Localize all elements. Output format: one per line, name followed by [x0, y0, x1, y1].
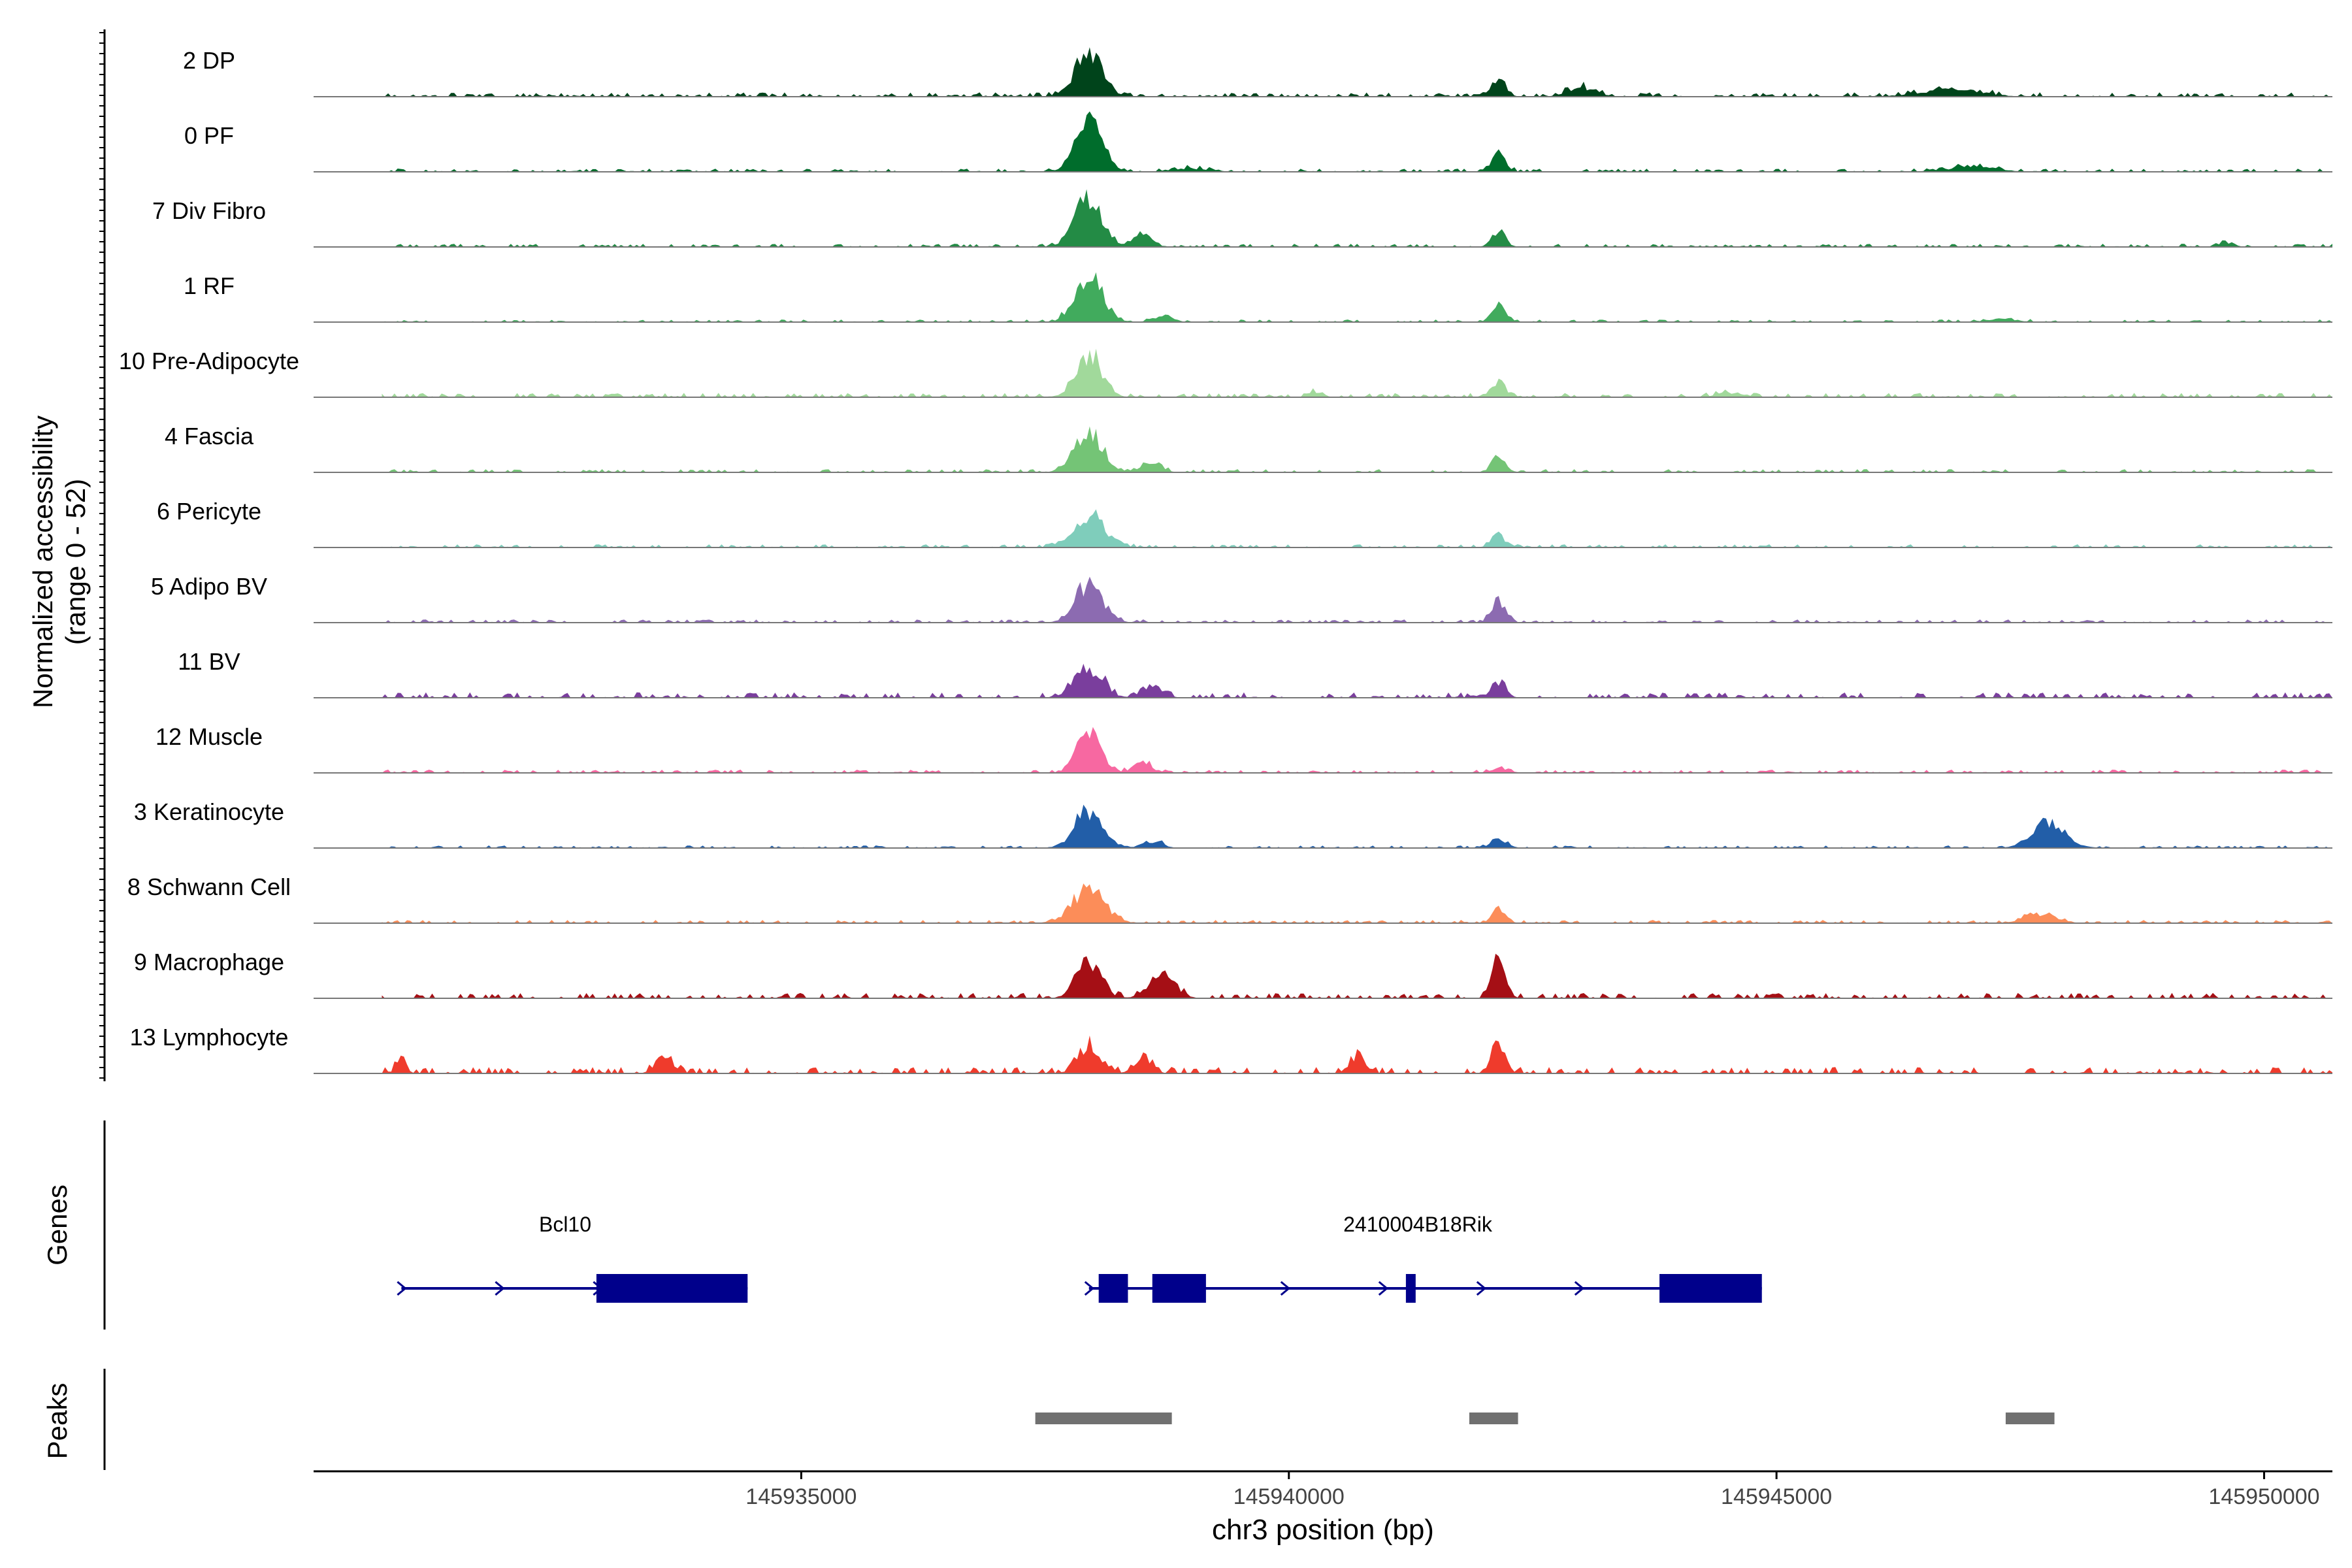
x-tick-label: 145945000 — [1721, 1484, 1832, 1509]
track-4: 1 RF — [184, 272, 2332, 323]
track-label: 11 BV — [178, 648, 240, 675]
x-tick-label: 145935000 — [745, 1484, 857, 1509]
track-label: 1 RF — [184, 272, 235, 299]
coverage-area — [382, 663, 2332, 698]
coverage-area — [382, 953, 2332, 998]
x-tick-label: 145940000 — [1233, 1484, 1345, 1509]
track-label: 7 Div Fibro — [152, 197, 266, 224]
y-axis-label: Normalized accessibility — [27, 416, 58, 708]
coverage-area — [382, 1036, 2332, 1073]
coverage-area — [382, 426, 2332, 472]
track-label: 0 PF — [184, 122, 234, 149]
x-tick-label: 145950000 — [2208, 1484, 2319, 1509]
coverage-area — [382, 189, 2332, 247]
x-axis: 145935000 145940000 145945000 145950000 — [314, 1470, 2332, 1509]
strand-arrow — [495, 1281, 505, 1296]
gene-name: Bcl10 — [539, 1213, 591, 1236]
peak-region — [2005, 1413, 2055, 1424]
track-label: 3 Keratinocyte — [134, 798, 284, 825]
gene-2: 2410004B18Rik — [1084, 1213, 1762, 1303]
x-axis-label: chr3 position (bp) — [1212, 1514, 1434, 1546]
track-9: 11 BV — [178, 648, 2332, 698]
track-1: 2 DP — [183, 47, 2332, 97]
track-2: 0 PF — [184, 111, 2332, 172]
coverage-area — [382, 804, 2332, 848]
gene-annotations: Bcl10 2410004B18Rik — [397, 1213, 1762, 1303]
track-label: 6 Pericyte — [157, 498, 261, 525]
genes-panel-label: Genes — [42, 1184, 73, 1266]
peak-region — [1469, 1413, 1518, 1424]
track-label: 4 Fascia — [165, 423, 254, 449]
gene-exon — [1152, 1274, 1206, 1303]
track-14: 13 Lymphocyte — [130, 1024, 2332, 1074]
track-13: 9 Macrophage — [134, 949, 2332, 999]
track-label: 8 Schwann Cell — [127, 874, 291, 900]
gene-exon — [1659, 1274, 1762, 1303]
track-10: 12 Muscle — [155, 723, 2332, 774]
peaks-panel-label: Peaks — [42, 1383, 73, 1460]
coverage-area — [382, 509, 2332, 547]
coverage-area — [382, 348, 2332, 397]
strand-arrow — [1378, 1281, 1389, 1296]
strand-arrow — [1084, 1281, 1095, 1296]
coverage-area — [382, 576, 2332, 623]
coverage-area — [382, 883, 2332, 923]
track-3: 7 Div Fibro — [152, 189, 2332, 248]
track-label: 10 Pre-Adipocyte — [119, 348, 299, 374]
track-label: 12 Muscle — [155, 723, 263, 750]
strand-arrow — [1574, 1281, 1585, 1296]
track-12: 8 Schwann Cell — [127, 874, 2332, 924]
strand-arrow — [1476, 1281, 1487, 1296]
coverage-area — [382, 727, 2332, 773]
coverage-tracks: 2 DP 0 PF 7 Div Fibro 1 RF 10 Pre-Adipocyte 4… — [119, 47, 2332, 1074]
track-label: 9 Macrophage — [134, 949, 284, 975]
track-5: 10 Pre-Adipocyte — [119, 348, 2332, 398]
track-label: 5 Adipo BV — [151, 573, 267, 600]
gene-exon — [596, 1274, 748, 1303]
y-axis-range-label: (range 0 - 52) — [60, 479, 91, 645]
track-6: 4 Fascia — [165, 423, 2332, 473]
gene-exon — [1405, 1274, 1416, 1303]
gene-exon — [1098, 1274, 1128, 1303]
track-label: 2 DP — [183, 47, 235, 74]
strand-arrow — [1280, 1281, 1291, 1296]
coverage-area — [382, 272, 2332, 322]
track-11: 3 Keratinocyte — [134, 798, 2332, 849]
coverage-area — [382, 111, 2332, 172]
strand-arrow — [397, 1281, 407, 1296]
y-axis — [99, 29, 106, 1081]
track-label: 13 Lymphocyte — [130, 1024, 289, 1051]
gene-1: Bcl10 — [397, 1213, 748, 1303]
peak-regions — [1035, 1413, 2055, 1424]
track-7: 6 Pericyte — [157, 498, 2332, 548]
track-8: 5 Adipo BV — [151, 573, 2332, 623]
coverage-area — [382, 47, 2332, 97]
gene-name: 2410004B18Rik — [1343, 1213, 1493, 1236]
peak-region — [1035, 1413, 1172, 1424]
